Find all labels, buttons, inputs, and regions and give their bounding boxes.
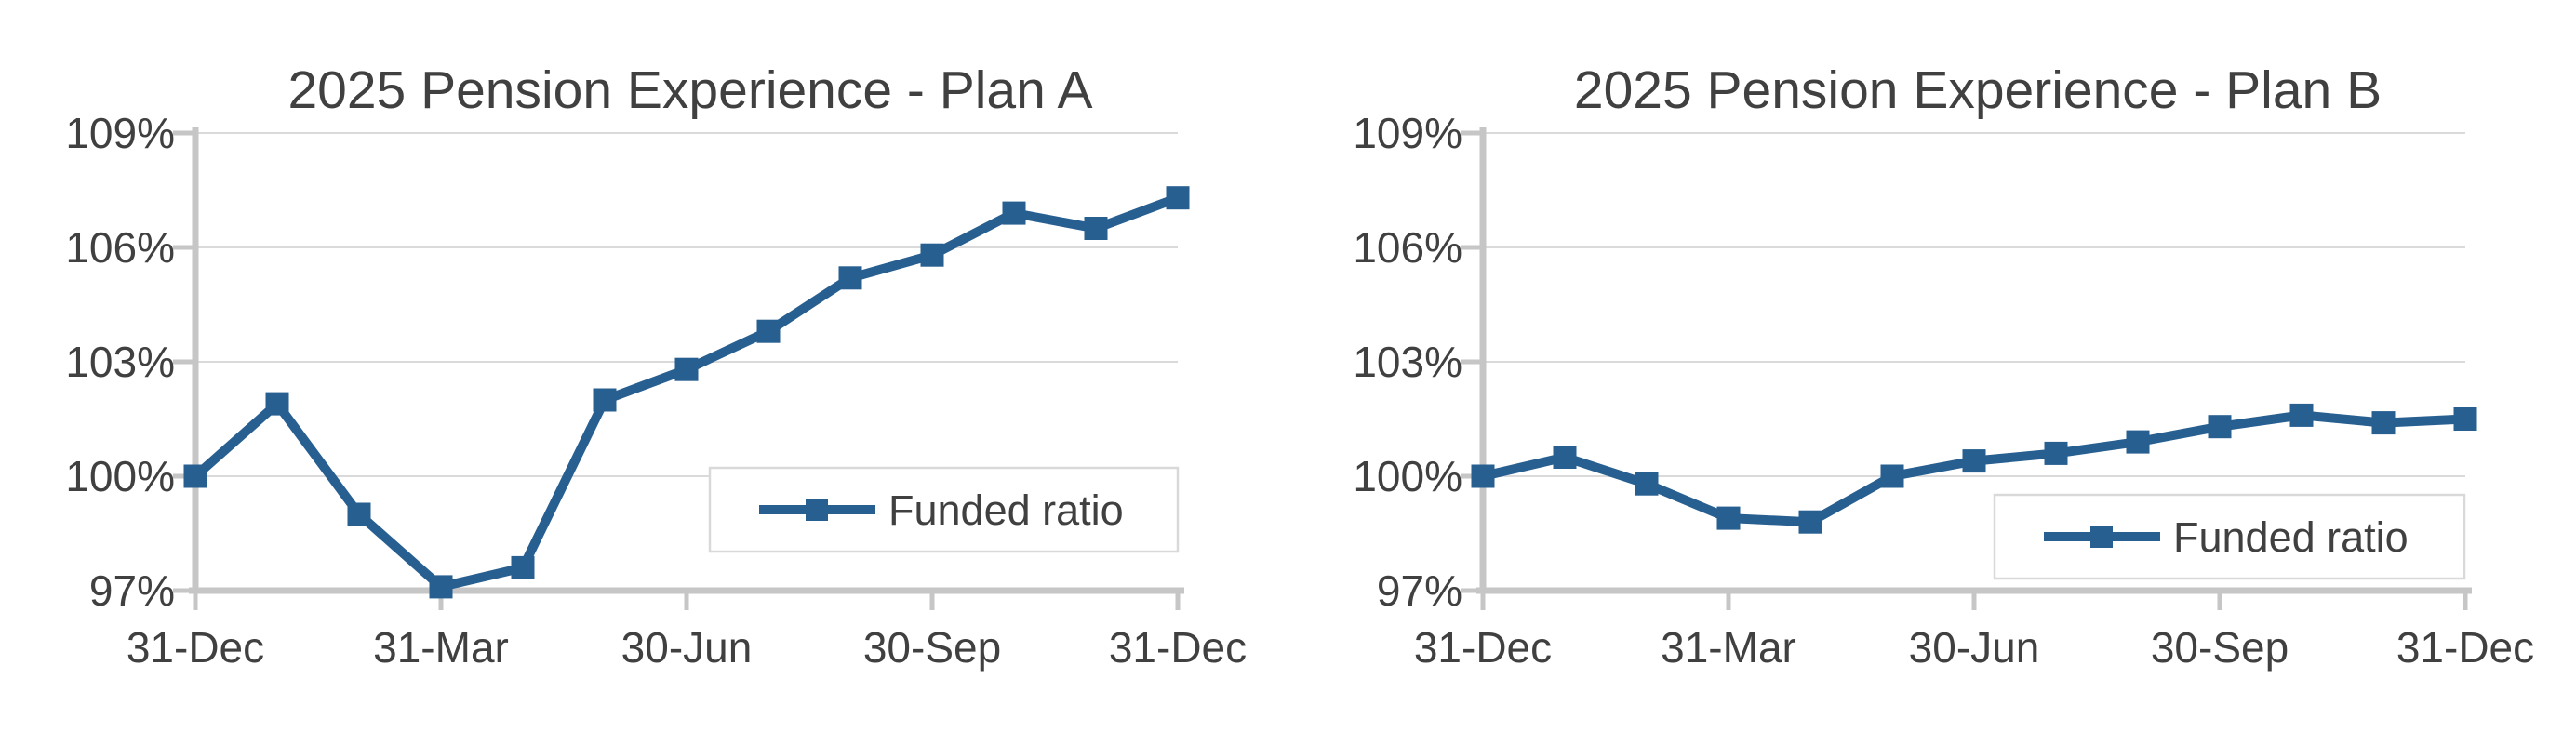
pension-chart-plan-b: 2025 Pension Experience - Plan B 109% 106… — [1288, 0, 2575, 732]
x-axis-labels: 31-Dec 31-Mar 30-Jun 30-Sep 31-Dec — [127, 623, 1247, 672]
y-axis-label: 109% — [65, 109, 175, 157]
data-point-marker — [1880, 464, 1904, 488]
pension-chart-plan-a: 2025 Pension Experience - Plan A 109% 106… — [65, 60, 1247, 672]
data-point-marker — [1798, 510, 1822, 534]
legend-label: Funded ratio — [888, 486, 1124, 534]
data-point-marker — [1002, 201, 1026, 225]
x-axis-label: 31-Dec — [1414, 623, 1552, 672]
y-axis-label: 103% — [65, 338, 175, 386]
data-point-marker — [2208, 415, 2232, 439]
data-point-marker — [1962, 449, 1986, 473]
x-axis-label: 31-Dec — [1109, 623, 1247, 672]
plan-b-chart-canvas: 2025 Pension Experience - Plan B 109% 106… — [1353, 60, 2534, 672]
legend-marker-icon — [2090, 526, 2113, 548]
data-point-marker — [1166, 186, 1190, 210]
data-point-marker — [1471, 464, 1495, 488]
funded-ratio-series — [183, 186, 1190, 599]
legend: Funded ratio — [1993, 493, 2466, 580]
x-axis-label: 30-Sep — [863, 623, 1001, 672]
funded-ratio-series — [1471, 403, 2477, 534]
x-axis-label: 30-Jun — [621, 623, 753, 672]
plan-a-chart-canvas: 2025 Pension Experience - Plan A 109% 106… — [65, 60, 1247, 672]
x-axis-label: 30-Sep — [2151, 623, 2289, 672]
y-axis-label: 103% — [1353, 338, 1462, 386]
data-point-marker — [1084, 217, 1108, 240]
gridlines — [1483, 132, 2465, 477]
data-point-marker — [674, 357, 699, 381]
legend-marker-icon — [806, 499, 828, 521]
y-axis-label: 97% — [89, 566, 175, 615]
x-axis-label: 31-Dec — [2396, 623, 2534, 672]
data-point-marker — [756, 319, 781, 343]
legend-label: Funded ratio — [2173, 513, 2409, 561]
chart-title: 2025 Pension Experience - Plan B — [1574, 60, 2382, 120]
data-point-marker — [183, 464, 207, 488]
gridlines — [195, 132, 1178, 477]
legend: Funded ratio — [708, 466, 1180, 553]
data-point-marker — [2453, 407, 2477, 431]
axes — [173, 127, 1184, 610]
data-point-marker — [347, 502, 371, 526]
data-point-marker — [2371, 411, 2396, 435]
x-axis-labels: 31-Dec 31-Mar 30-Jun 30-Sep 31-Dec — [1414, 623, 2534, 672]
x-axis-label: 31-Dec — [127, 623, 264, 672]
data-point-marker — [838, 266, 862, 290]
data-point-marker — [265, 392, 289, 416]
data-point-marker — [593, 388, 617, 412]
data-point-marker — [511, 555, 535, 579]
chart-title: 2025 Pension Experience - Plan A — [287, 60, 1092, 120]
x-axis-label: 31-Mar — [1661, 623, 1796, 672]
y-axis-label: 106% — [1353, 223, 1462, 272]
y-axis-label: 106% — [65, 223, 175, 272]
data-point-marker — [1553, 446, 1577, 469]
data-point-marker — [2289, 403, 2314, 427]
data-point-marker — [1716, 506, 1741, 530]
axes — [1461, 127, 2472, 610]
y-axis-label: 100% — [1353, 452, 1462, 500]
data-point-marker — [1635, 472, 1659, 496]
y-axis-label: 97% — [1377, 566, 1462, 615]
y-axis-labels: 109% 106% 103% 100% 97% — [65, 109, 175, 615]
x-axis-label: 30-Jun — [1909, 623, 2040, 672]
data-point-marker — [920, 243, 944, 267]
data-point-marker — [429, 575, 453, 599]
data-point-marker — [2126, 430, 2150, 454]
y-axis-labels: 109% 106% 103% 100% 97% — [1353, 109, 1462, 615]
y-axis-label: 100% — [65, 452, 175, 500]
data-point-marker — [2044, 441, 2068, 465]
y-axis-label: 109% — [1353, 109, 1462, 157]
x-axis-label: 31-Mar — [373, 623, 509, 672]
